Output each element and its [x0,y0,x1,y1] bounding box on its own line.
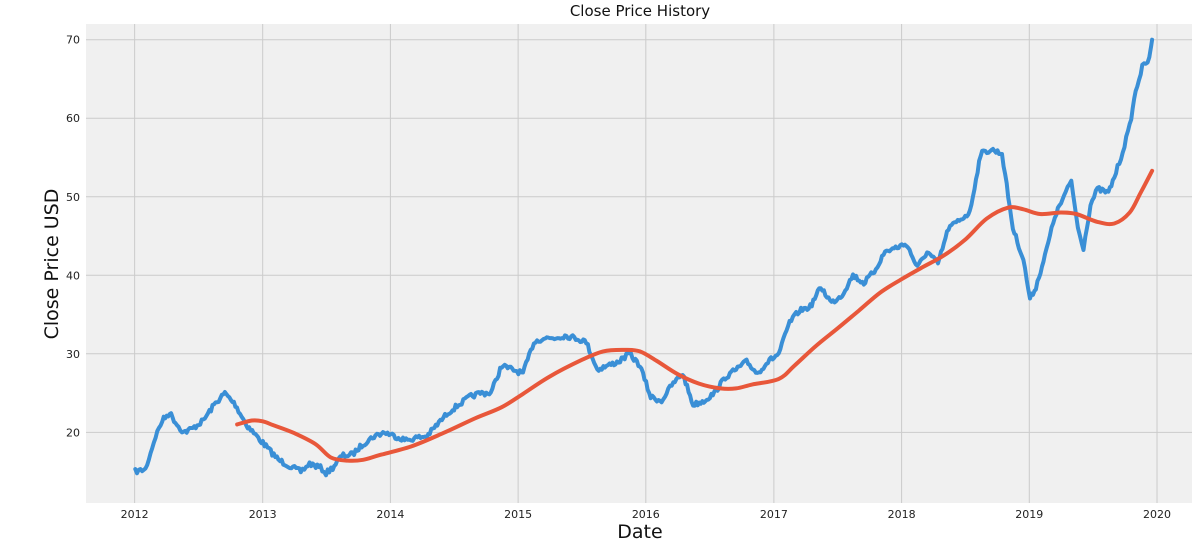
x-tick-label: 2014 [376,508,404,521]
x-tick-label: 2019 [1015,508,1043,521]
y-tick-label: 30 [66,348,80,361]
y-tick-label: 20 [66,426,80,439]
y-tick-label: 60 [66,112,80,125]
y-axis-label: Close Price USD [41,189,63,340]
y-tick-label: 40 [66,269,80,282]
x-axis-label: Date [617,521,662,543]
chart-title: Close Price History [570,2,710,20]
x-tick-label: 2020 [1143,508,1171,521]
y-tick-label: 50 [66,191,80,204]
series-lines [133,37,1155,478]
x-tick-label: 2012 [121,508,149,521]
close-price-series-line [133,37,1155,478]
x-tick-label: 2015 [504,508,532,521]
y-tick-label: 70 [66,34,80,47]
x-tick-label: 2018 [888,508,916,521]
x-tick-label: 2017 [760,508,788,521]
moving-average-series-line [235,168,1155,463]
x-axis-ticks: 2012 2013 2014 2015 2016 2017 2018 2019 2020 [121,508,1171,521]
x-tick-label: 2016 [632,508,660,521]
x-tick-label: 2013 [249,508,277,521]
y-axis-ticks: 20 30 40 50 60 70 [66,34,80,440]
grid-lines [86,24,1192,503]
